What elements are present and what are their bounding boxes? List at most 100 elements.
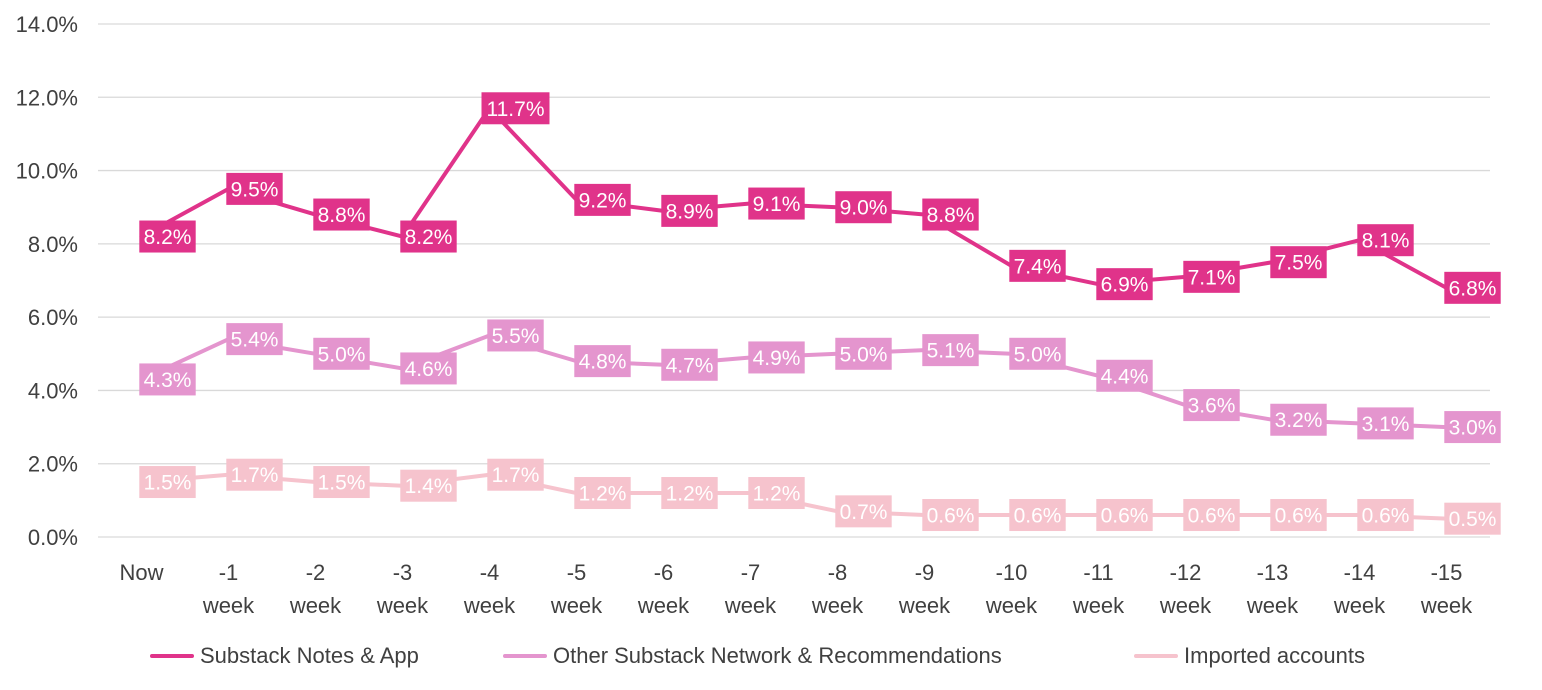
x-axis: Now -1 week-2 week-3 week-4 week-5 week-6 week-… [119, 560, 1473, 618]
data-label-box [1096, 359, 1153, 392]
data-label-box [1096, 268, 1153, 301]
data-label-text: 8.2% [405, 226, 453, 249]
legend-item-network: Other Substack Network & Recommendations [503, 636, 1002, 676]
data-label-box [661, 477, 718, 510]
data-label: 4.6% [400, 352, 457, 385]
data-label-box [1183, 260, 1240, 293]
data-label: 5.0% [313, 337, 370, 370]
data-label-box [1444, 271, 1501, 304]
y-tick-label: 2.0% [28, 452, 78, 477]
data-label-text: 5.0% [1014, 343, 1062, 366]
data-label-box [1183, 389, 1240, 422]
data-label: 0.6% [922, 499, 979, 532]
legend: Substack Notes & App Other Substack Netw… [0, 636, 1542, 676]
data-label-box [1444, 502, 1501, 535]
data-label: 1.7% [226, 458, 283, 491]
data-label: 0.7% [835, 495, 892, 528]
data-label-box [1183, 499, 1240, 532]
x-tick-label: Now [119, 560, 163, 585]
data-label: 3.0% [1444, 411, 1501, 444]
data-label-box [487, 458, 544, 491]
data-label: 8.2% [400, 220, 457, 253]
data-label-text: 1.5% [144, 472, 192, 495]
data-label-box [1357, 407, 1414, 440]
data-label: 1.4% [400, 469, 457, 502]
x-tick-label: -13 week [1246, 560, 1299, 618]
data-label: 1.2% [748, 477, 805, 510]
data-label-box [226, 172, 283, 205]
data-label-box [1009, 499, 1066, 532]
data-label: 9.0% [835, 191, 892, 224]
x-tick-label: -9 week [898, 560, 951, 618]
y-tick-label: 14.0% [16, 12, 78, 37]
data-label-box [835, 191, 892, 224]
data-label-box [400, 352, 457, 385]
data-label-text: 0.6% [1275, 505, 1323, 528]
data-label: 0.6% [1096, 499, 1153, 532]
data-label-box [400, 469, 457, 502]
data-label-text: 9.5% [231, 178, 279, 201]
series-lines [139, 106, 1449, 521]
data-label-box [139, 363, 196, 396]
data-label-text: 0.6% [1101, 505, 1149, 528]
data-label-text: 4.7% [666, 354, 714, 377]
data-label: 4.4% [1096, 359, 1153, 392]
data-label: 7.4% [1009, 249, 1066, 282]
data-label: 0.6% [1357, 499, 1414, 532]
data-label-text: 11.7% [487, 98, 545, 121]
data-label-text: 0.7% [840, 501, 888, 524]
x-tick-label: -5 week [550, 560, 603, 618]
data-label: 5.0% [835, 337, 892, 370]
data-label-box [835, 337, 892, 370]
data-label-text: 3.6% [1188, 395, 1236, 418]
x-tick-label: -2 week [289, 560, 342, 618]
data-label: 8.2% [139, 220, 196, 253]
data-label: 11.7% [481, 92, 550, 125]
data-label-text: 7.4% [1014, 255, 1062, 278]
x-tick-label: -8 week [811, 560, 864, 618]
data-label-text: 0.6% [1014, 505, 1062, 528]
data-label: 9.1% [748, 187, 805, 220]
data-label-text: 0.5% [1449, 508, 1497, 531]
legend-label: Imported accounts [1184, 643, 1365, 668]
data-label: 3.1% [1357, 407, 1414, 440]
data-label: 9.2% [574, 183, 631, 216]
data-label-text: 9.0% [840, 197, 888, 220]
data-label: 5.0% [1009, 337, 1066, 370]
data-label: 8.8% [313, 198, 370, 231]
data-label-text: 4.9% [753, 347, 801, 370]
x-tick-label: -4 week [463, 560, 516, 618]
data-label-box [1357, 499, 1414, 532]
data-label-box [139, 466, 196, 499]
data-label-text: 1.2% [666, 483, 714, 506]
data-label-box [313, 198, 370, 231]
data-label-box [661, 348, 718, 381]
data-label: 0.6% [1183, 499, 1240, 532]
x-tick-label: -14 week [1333, 560, 1386, 618]
data-label-box [922, 198, 979, 231]
x-tick-label: -12 week [1159, 560, 1212, 618]
y-tick-label: 4.0% [28, 378, 78, 403]
data-label-text: 0.6% [1188, 505, 1236, 528]
data-label-text: 1.2% [753, 483, 801, 506]
line-chart: 0.0% 2.0% 4.0% 6.0% 8.0% 10.0% 12.0% 14.0% Now -… [16, 12, 1501, 618]
data-label-text: 4.6% [405, 358, 453, 381]
x-tick-label: -3 week [376, 560, 429, 618]
data-label: 4.9% [748, 341, 805, 374]
data-label: 5.4% [226, 323, 283, 356]
data-label-box [574, 183, 631, 216]
data-label-box [481, 92, 550, 125]
data-label-box [748, 341, 805, 374]
y-tick-label: 10.0% [16, 159, 78, 184]
data-label-text: 8.9% [666, 200, 714, 223]
data-label-box [574, 477, 631, 510]
data-label-text: 3.0% [1449, 417, 1497, 440]
data-labels: 8.2% 9.5% 8.8% 8.2% 11.7% 9.2% 8.9% 9.1% 9.0% 8.8… [139, 92, 1501, 535]
data-label: 0.6% [1270, 499, 1327, 532]
data-label-box [1444, 411, 1501, 444]
data-label-box [487, 319, 544, 352]
y-axis: 0.0% 2.0% 4.0% 6.0% 8.0% 10.0% 12.0% 14.0% [16, 12, 78, 550]
data-label-text: 4.4% [1101, 365, 1149, 388]
data-label-box [226, 323, 283, 356]
data-label: 8.9% [661, 194, 718, 227]
